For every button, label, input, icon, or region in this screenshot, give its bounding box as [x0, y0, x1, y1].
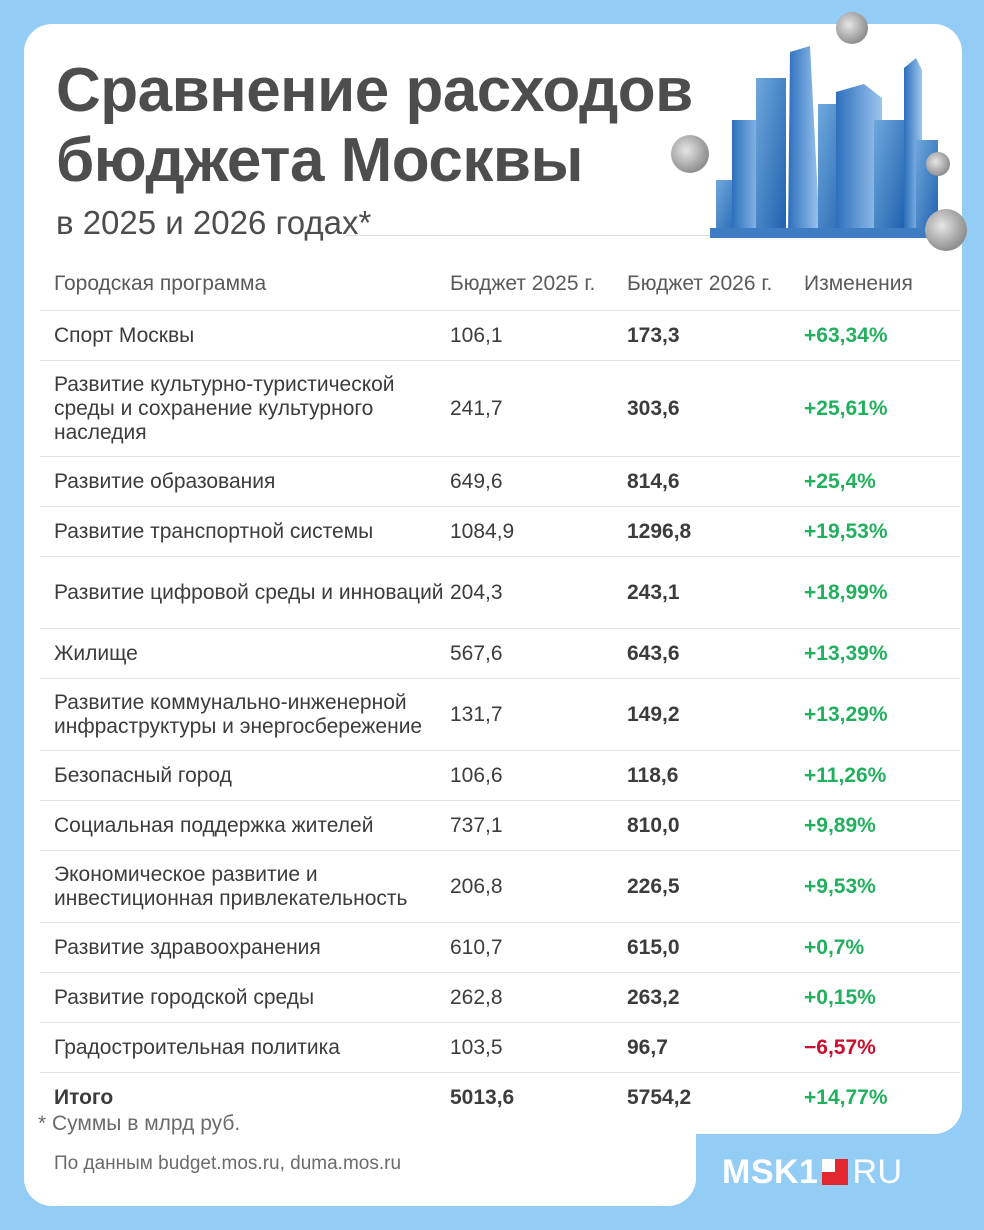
budget-2026-cell: 643,6	[627, 641, 680, 665]
table-row: Спорт Москвы 106,1 173,3 +63,34%	[40, 310, 960, 360]
table-row: Развитие транспортной системы 1084,9 1296,…	[40, 506, 960, 556]
change-cell: +0,7%	[804, 935, 865, 959]
change-cell: +13,39%	[804, 641, 888, 665]
budget-2025-cell: 610,7	[450, 935, 503, 959]
logo-text-right: RU	[852, 1152, 903, 1191]
column-header-budget-2025: Бюджет 2025 г.	[450, 272, 596, 295]
change-cell: +0,15%	[804, 985, 876, 1009]
budget-2026-cell: 1296,8	[627, 519, 692, 543]
footer-card	[24, 1060, 696, 1206]
title-line-1: Сравнение расходов	[56, 56, 693, 125]
page-subtitle: в 2025 и 2026 годах*	[56, 204, 372, 241]
logo-text-left: MSK1	[722, 1152, 819, 1191]
change-cell: +25,61%	[804, 396, 888, 420]
change-cell: −6,57%	[804, 1035, 876, 1059]
coin-icon	[925, 209, 967, 251]
budget-2025-cell: 131,7	[450, 702, 503, 726]
budget-2026-cell: 173,3	[627, 323, 680, 347]
moscow-city-skyscrapers-illustration	[671, 12, 967, 251]
table-row: Жилище 567,6 643,6 +13,39%	[40, 628, 960, 678]
budget-2026-cell: 149,2	[627, 702, 680, 726]
change-cell: +19,53%	[804, 519, 888, 543]
budget-2025-cell: 106,1	[450, 323, 503, 347]
budget-2025-cell: 737,1	[450, 813, 503, 837]
program-cell: Безопасный город	[54, 763, 232, 787]
table-row: Развитие коммунально-инженерной инфрастр…	[40, 678, 960, 750]
budget-2025-cell: 1084,9	[450, 519, 515, 543]
msk1-logo: MSK1 RU	[722, 1152, 903, 1192]
table-total-row: Итого 5013,6 5754,2 +14,77%	[40, 1072, 960, 1122]
budget-2025-cell: 241,7	[450, 396, 503, 420]
program-cell: Социальная поддержка жителей	[54, 813, 374, 837]
program-cell: Развитие цифровой среды и инноваций	[54, 580, 444, 604]
budget-2026-cell: 814,6	[627, 469, 680, 493]
budget-2025-cell: 567,6	[450, 641, 503, 665]
budget-2025-cell: 204,3	[450, 580, 503, 604]
column-header-budget-2026: Бюджет 2026 г.	[627, 272, 773, 295]
column-header-program: Городская программа	[54, 272, 267, 295]
program-cell: Итого	[54, 1085, 114, 1109]
table-row: Развитие городской среды 262,8 263,2 +0,15%	[40, 972, 960, 1022]
page-title: Сравнение расходов бюджета Москвы	[56, 56, 716, 196]
table-row: Социальная поддержка жителей 737,1 810,0 +9…	[40, 800, 960, 850]
change-cell: +11,26%	[804, 763, 887, 787]
change-cell: +9,89%	[804, 813, 876, 837]
budget-2026-cell: 5754,2	[627, 1085, 692, 1109]
program-cell: Градостроительная политика	[54, 1035, 340, 1059]
budget-2026-cell: 118,6	[627, 763, 679, 787]
footnote: * Суммы в млрд руб.	[38, 1112, 241, 1135]
table-header: Городская программа Бюджет 2025 г. Бюдже…	[40, 258, 960, 310]
data-source: По данным budget.mos.ru, duma.mos.ru	[54, 1153, 402, 1174]
table-row: Развитие образования 649,6 814,6 +25,4%	[40, 456, 960, 506]
column-header-change: Изменения	[804, 272, 913, 295]
budget-2025-cell: 106,6	[450, 763, 503, 787]
table-row: Экономическое развитие и инвестиционная …	[40, 850, 960, 922]
budget-2026-cell: 243,1	[627, 580, 680, 604]
budget-2025-cell: 103,5	[450, 1035, 503, 1059]
coin-icon	[836, 12, 868, 44]
budget-2026-cell: 810,0	[627, 813, 680, 837]
budget-2026-cell: 303,6	[627, 396, 680, 420]
budget-2026-cell: 263,2	[627, 985, 680, 1009]
budget-table: Городская программа Бюджет 2025 г. Бюдже…	[40, 258, 960, 1122]
program-cell: Развитие транспортной системы	[54, 519, 374, 543]
program-cell: Жилище	[54, 641, 138, 665]
title-line-2: бюджета Москвы	[56, 126, 583, 195]
budget-2025-cell: 206,8	[450, 874, 503, 898]
change-cell: +9,53%	[804, 874, 876, 898]
budget-2026-cell: 96,7	[627, 1035, 668, 1059]
budget-2026-cell: 615,0	[627, 935, 680, 959]
program-cell: Развитие здравоохранения	[54, 935, 321, 959]
program-cell: Развитие культурно-туристической среды и…	[54, 372, 395, 444]
budget-2025-cell: 262,8	[450, 985, 503, 1009]
logo-square-icon	[822, 1159, 849, 1185]
change-cell: +14,77%	[804, 1085, 888, 1109]
table-row: Безопасный город 106,6 118,6 +11,26%	[40, 750, 960, 800]
subtitle-divider	[346, 235, 736, 236]
table-row: Развитие цифровой среды и инноваций 204,3…	[40, 556, 960, 628]
table-row: Развитие культурно-туристической среды и…	[40, 360, 960, 456]
coin-icon	[926, 152, 950, 176]
budget-2026-cell: 226,5	[627, 874, 680, 898]
change-cell: +18,99%	[804, 580, 888, 604]
table-body: Спорт Москвы 106,1 173,3 +63,34% Развитие ку…	[40, 310, 960, 1122]
program-cell: Спорт Москвы	[54, 323, 195, 347]
change-cell: +63,34%	[804, 323, 888, 347]
program-cell: Развитие образования	[54, 469, 276, 493]
table-row: Градостроительная политика 103,5 96,7 −6,57…	[40, 1022, 960, 1072]
program-cell: Развитие коммунально-инженерной инфрастр…	[54, 690, 423, 738]
program-cell: Экономическое развитие и инвестиционная …	[54, 862, 408, 910]
change-cell: +13,29%	[804, 702, 888, 726]
budget-2025-cell: 649,6	[450, 469, 503, 493]
coin-icon	[671, 135, 709, 173]
budget-2025-cell: 5013,6	[450, 1085, 515, 1109]
table-row: Развитие здравоохранения 610,7 615,0 +0,7%	[40, 922, 960, 972]
change-cell: +25,4%	[804, 469, 876, 493]
program-cell: Развитие городской среды	[54, 985, 315, 1009]
